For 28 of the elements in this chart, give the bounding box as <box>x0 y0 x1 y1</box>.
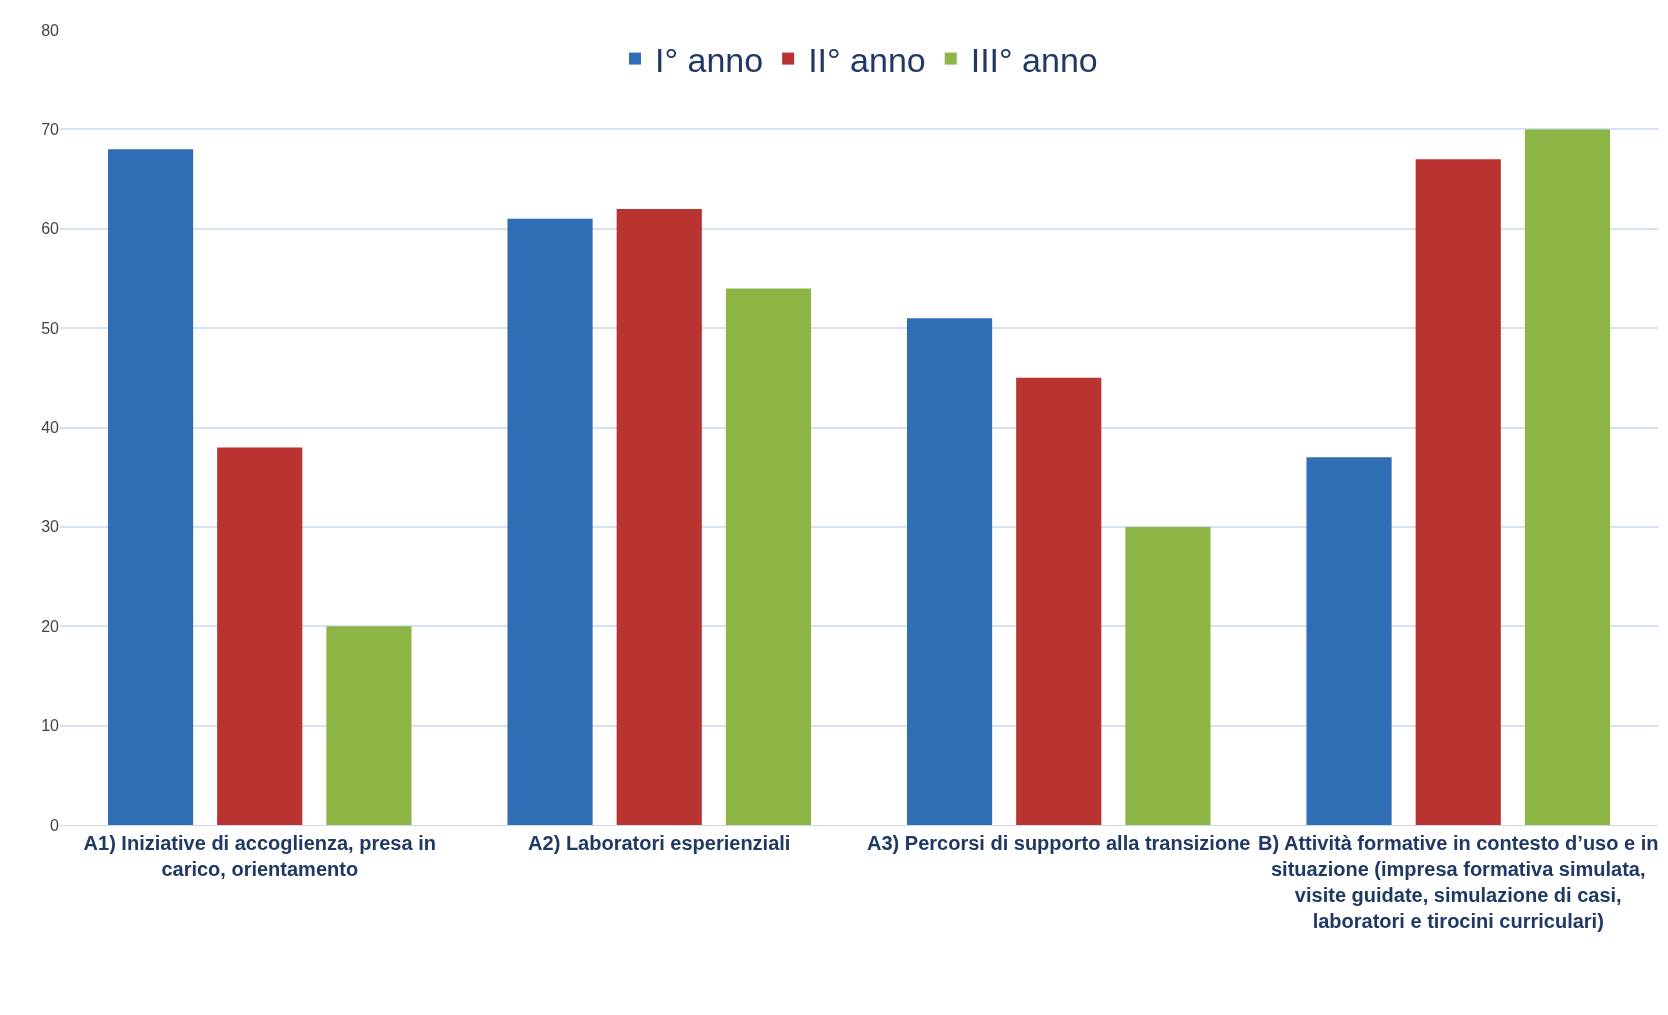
bar <box>1016 377 1102 825</box>
y-tick-label: 60 <box>41 220 60 238</box>
legend-label: I° anno <box>655 40 764 79</box>
bar <box>107 149 194 825</box>
y-tick-label: 0 <box>50 816 60 834</box>
bar <box>326 626 412 825</box>
bar <box>725 288 812 825</box>
bar <box>217 447 303 825</box>
x-tick-label: B) Attività formative in contesto d’uso e in situazione (impresa formativa simulata, visite guidate, simulazione di casi, laboratori e tirocini curriculari) <box>1258 832 1659 932</box>
y-tick-label: 50 <box>41 319 60 337</box>
bar <box>1524 129 1611 825</box>
legend-label: II° anno <box>808 40 926 79</box>
y-tick-label: 20 <box>41 617 60 635</box>
bar <box>1415 159 1501 825</box>
bar <box>507 218 593 825</box>
y-tick-label: 70 <box>41 120 60 138</box>
x-tick-label: A3) Percorsi di supporto alla transizione <box>867 832 1251 854</box>
y-tick-label: 40 <box>41 419 60 437</box>
x-tick-label: A1) Iniziative di accoglienza, presa in carico, orientamento <box>83 832 436 880</box>
bar <box>616 208 702 825</box>
y-tick-label: 80 <box>41 21 60 39</box>
bar <box>906 318 993 825</box>
y-tick-label: 10 <box>41 717 60 735</box>
legend-label: III° anno <box>970 40 1098 79</box>
bar <box>1125 526 1211 825</box>
y-tick-label: 30 <box>41 518 60 536</box>
bar <box>1306 457 1392 825</box>
x-tick-label: A2) Laboratori esperienziali <box>528 832 791 854</box>
